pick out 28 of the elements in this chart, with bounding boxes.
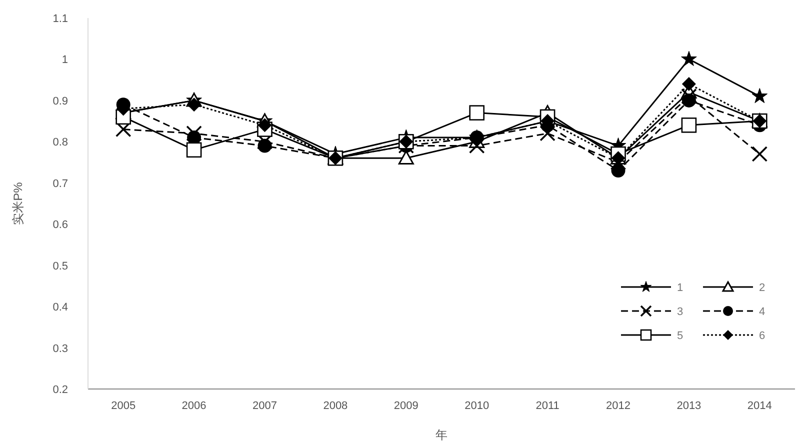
- y-axis-title: 实米P%: [11, 182, 25, 225]
- x-tick-label: 2008: [323, 400, 348, 412]
- y-tick-label: 0.4: [52, 302, 68, 314]
- y-tick-label: 0.9: [52, 95, 68, 108]
- y-tick-label: 0.2: [52, 384, 68, 396]
- x-tick-label: 2006: [182, 400, 206, 412]
- y-tick-label: 0.6: [52, 219, 68, 232]
- legend-label: 3: [677, 306, 684, 318]
- y-tick-label: 0.7: [52, 178, 68, 190]
- y-tick-label: 0.3: [52, 342, 68, 355]
- x-tick-label: 2013: [676, 400, 702, 412]
- x-tick-label: 2010: [464, 400, 490, 412]
- x-tick-label: 2014: [747, 400, 772, 412]
- legend-label: 6: [759, 330, 766, 342]
- x-tick-label: 2011: [536, 400, 560, 412]
- x-tick-label: 2005: [111, 400, 136, 412]
- legend-label: 2: [759, 282, 766, 294]
- x-tick-label: 2007: [252, 400, 277, 412]
- y-tick-label: 0.8: [52, 136, 68, 149]
- legend-label: 1: [677, 282, 684, 294]
- y-tick-label: 1.1: [52, 13, 68, 25]
- y-tick-label: 0.5: [52, 260, 68, 272]
- legend-label: 5: [677, 330, 684, 342]
- legend-label: 4: [759, 306, 766, 318]
- x-axis-title: 年: [436, 428, 448, 442]
- y-tick-label: 1: [62, 54, 68, 66]
- x-tick-label: 2009: [394, 400, 418, 412]
- x-tick-label: 2012: [606, 400, 630, 412]
